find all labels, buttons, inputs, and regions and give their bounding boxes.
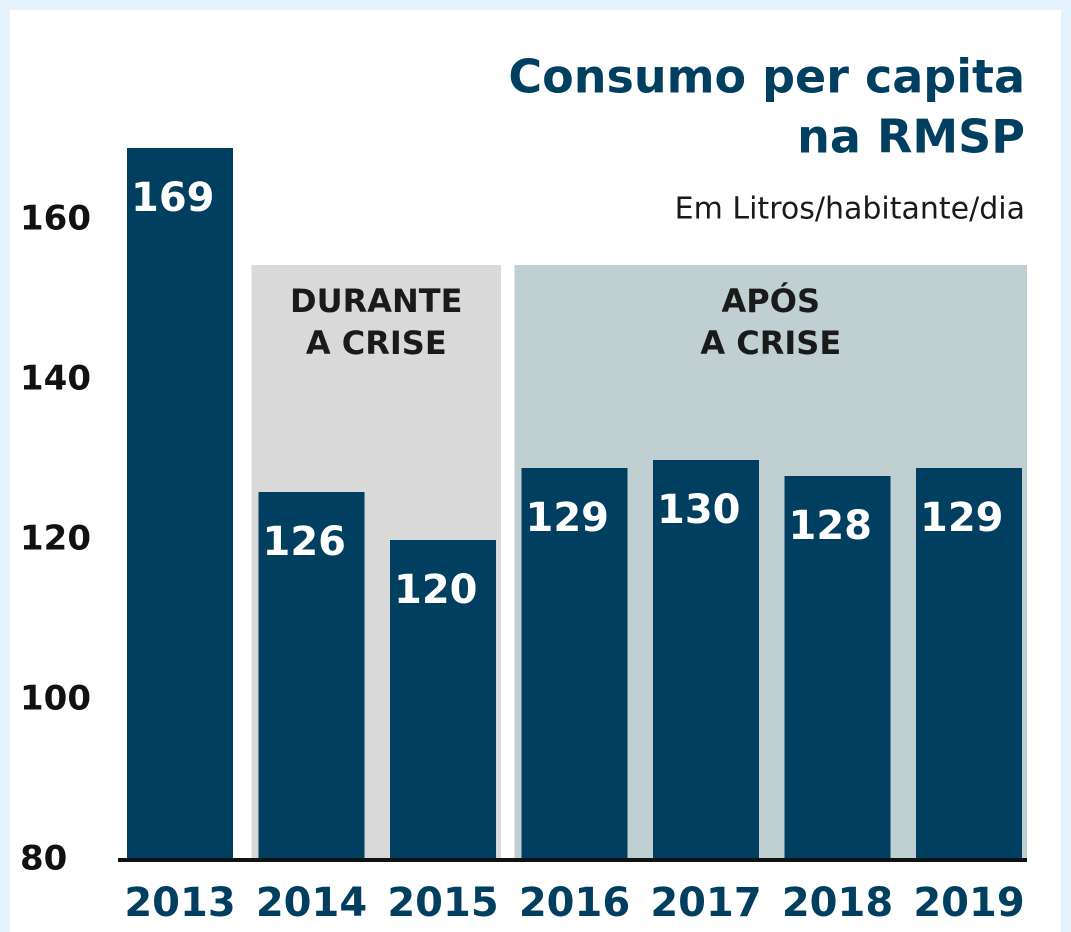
- bar: [784, 476, 891, 860]
- x-tick-label: 2016: [519, 880, 630, 926]
- value-label: 129: [920, 495, 1004, 541]
- bar: [653, 460, 759, 860]
- x-tick-label: 2014: [256, 880, 367, 926]
- value-label: 120: [394, 567, 478, 613]
- period-label: DURANTE: [290, 282, 462, 320]
- y-tick-label: 140: [20, 359, 91, 399]
- y-tick-label: 160: [20, 199, 91, 239]
- chart-title: na RMSP: [797, 110, 1025, 164]
- bar: [390, 540, 496, 860]
- value-label: 126: [263, 519, 347, 565]
- y-tick-label: 120: [20, 519, 91, 559]
- bar: [127, 148, 233, 860]
- x-tick-label: 2019: [913, 880, 1024, 926]
- period-label: A CRISE: [700, 324, 841, 362]
- period-label: APÓS: [722, 281, 820, 320]
- x-tick-label: 2018: [782, 880, 893, 926]
- value-label: 130: [657, 487, 741, 533]
- bar: [521, 468, 628, 860]
- bar: [258, 492, 365, 860]
- value-label: 128: [789, 503, 873, 549]
- value-label: 129: [526, 495, 610, 541]
- period-label: A CRISE: [306, 324, 447, 362]
- chart-subtitle: Em Litros/habitante/dia: [675, 192, 1025, 227]
- y-tick-label: 80: [20, 839, 67, 879]
- x-tick-label: 2013: [124, 880, 235, 926]
- x-tick-label: 2017: [650, 880, 761, 926]
- value-label: 169: [131, 175, 215, 221]
- chart-title: Consumo per capita: [508, 50, 1025, 104]
- x-tick-label: 2015: [387, 880, 498, 926]
- y-tick-label: 100: [20, 679, 91, 719]
- bar: [916, 468, 1022, 860]
